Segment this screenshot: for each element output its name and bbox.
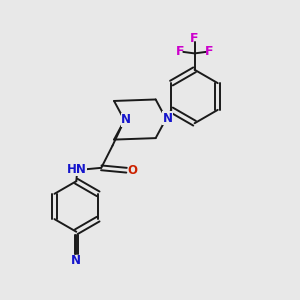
Text: F: F (176, 44, 184, 58)
Text: N: N (71, 254, 81, 267)
Text: F: F (205, 44, 214, 58)
Text: N: N (121, 113, 131, 126)
Text: HN: HN (67, 163, 87, 176)
Text: O: O (127, 164, 137, 177)
Text: F: F (190, 32, 199, 45)
Text: N: N (163, 112, 173, 125)
